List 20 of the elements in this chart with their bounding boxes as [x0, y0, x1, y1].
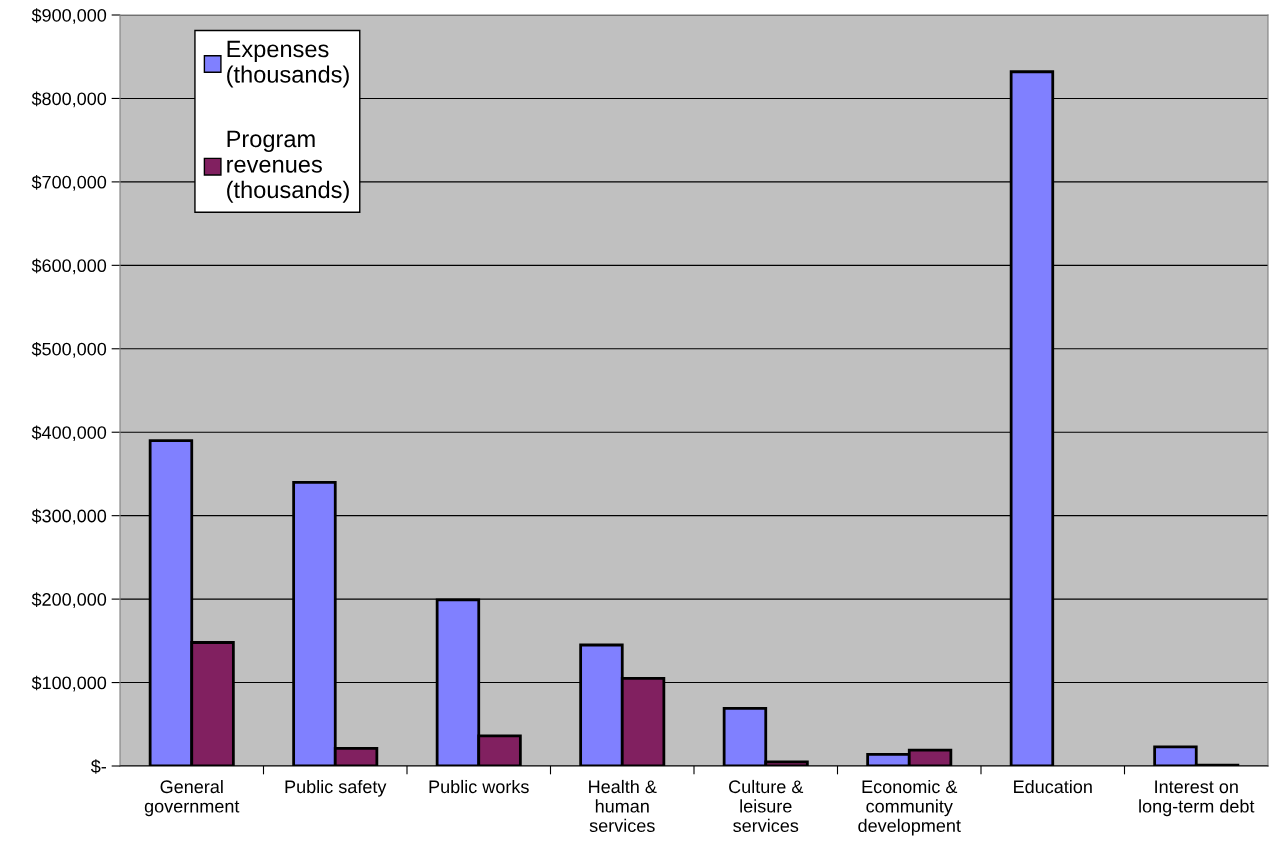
x-tick-label: Education [1014, 779, 1092, 794]
y-tick-label: $800,000 [31, 91, 107, 108]
x-tick-label: Economic & community development [858, 779, 961, 836]
x-tick-label: Culture & leisure services [729, 779, 804, 833]
x-tick-label: Health & human services [589, 779, 657, 833]
x-tick-label: Public safety [285, 779, 387, 797]
y-tick-label: $- [90, 759, 107, 774]
y-tick-label: $600,000 [31, 258, 107, 275]
y-tick-label: $400,000 [31, 425, 107, 442]
x-tick-label: General government [144, 779, 240, 817]
x-tick-label: Public works [429, 779, 529, 794]
y-tick-label: $100,000 [31, 675, 107, 692]
y-tick-label: $300,000 [31, 508, 107, 525]
legend-label: Program revenues (thousands) [227, 130, 349, 203]
y-tick-label: $200,000 [31, 592, 107, 608]
y-tick-label: $900,000 [31, 8, 107, 24]
y-tick-label: $500,000 [31, 341, 107, 358]
y-tick-label: $700,000 [31, 175, 107, 191]
legend-label: Expenses (thousands) [227, 40, 349, 88]
x-tick-label: Interest on long-term debt [1139, 780, 1255, 817]
